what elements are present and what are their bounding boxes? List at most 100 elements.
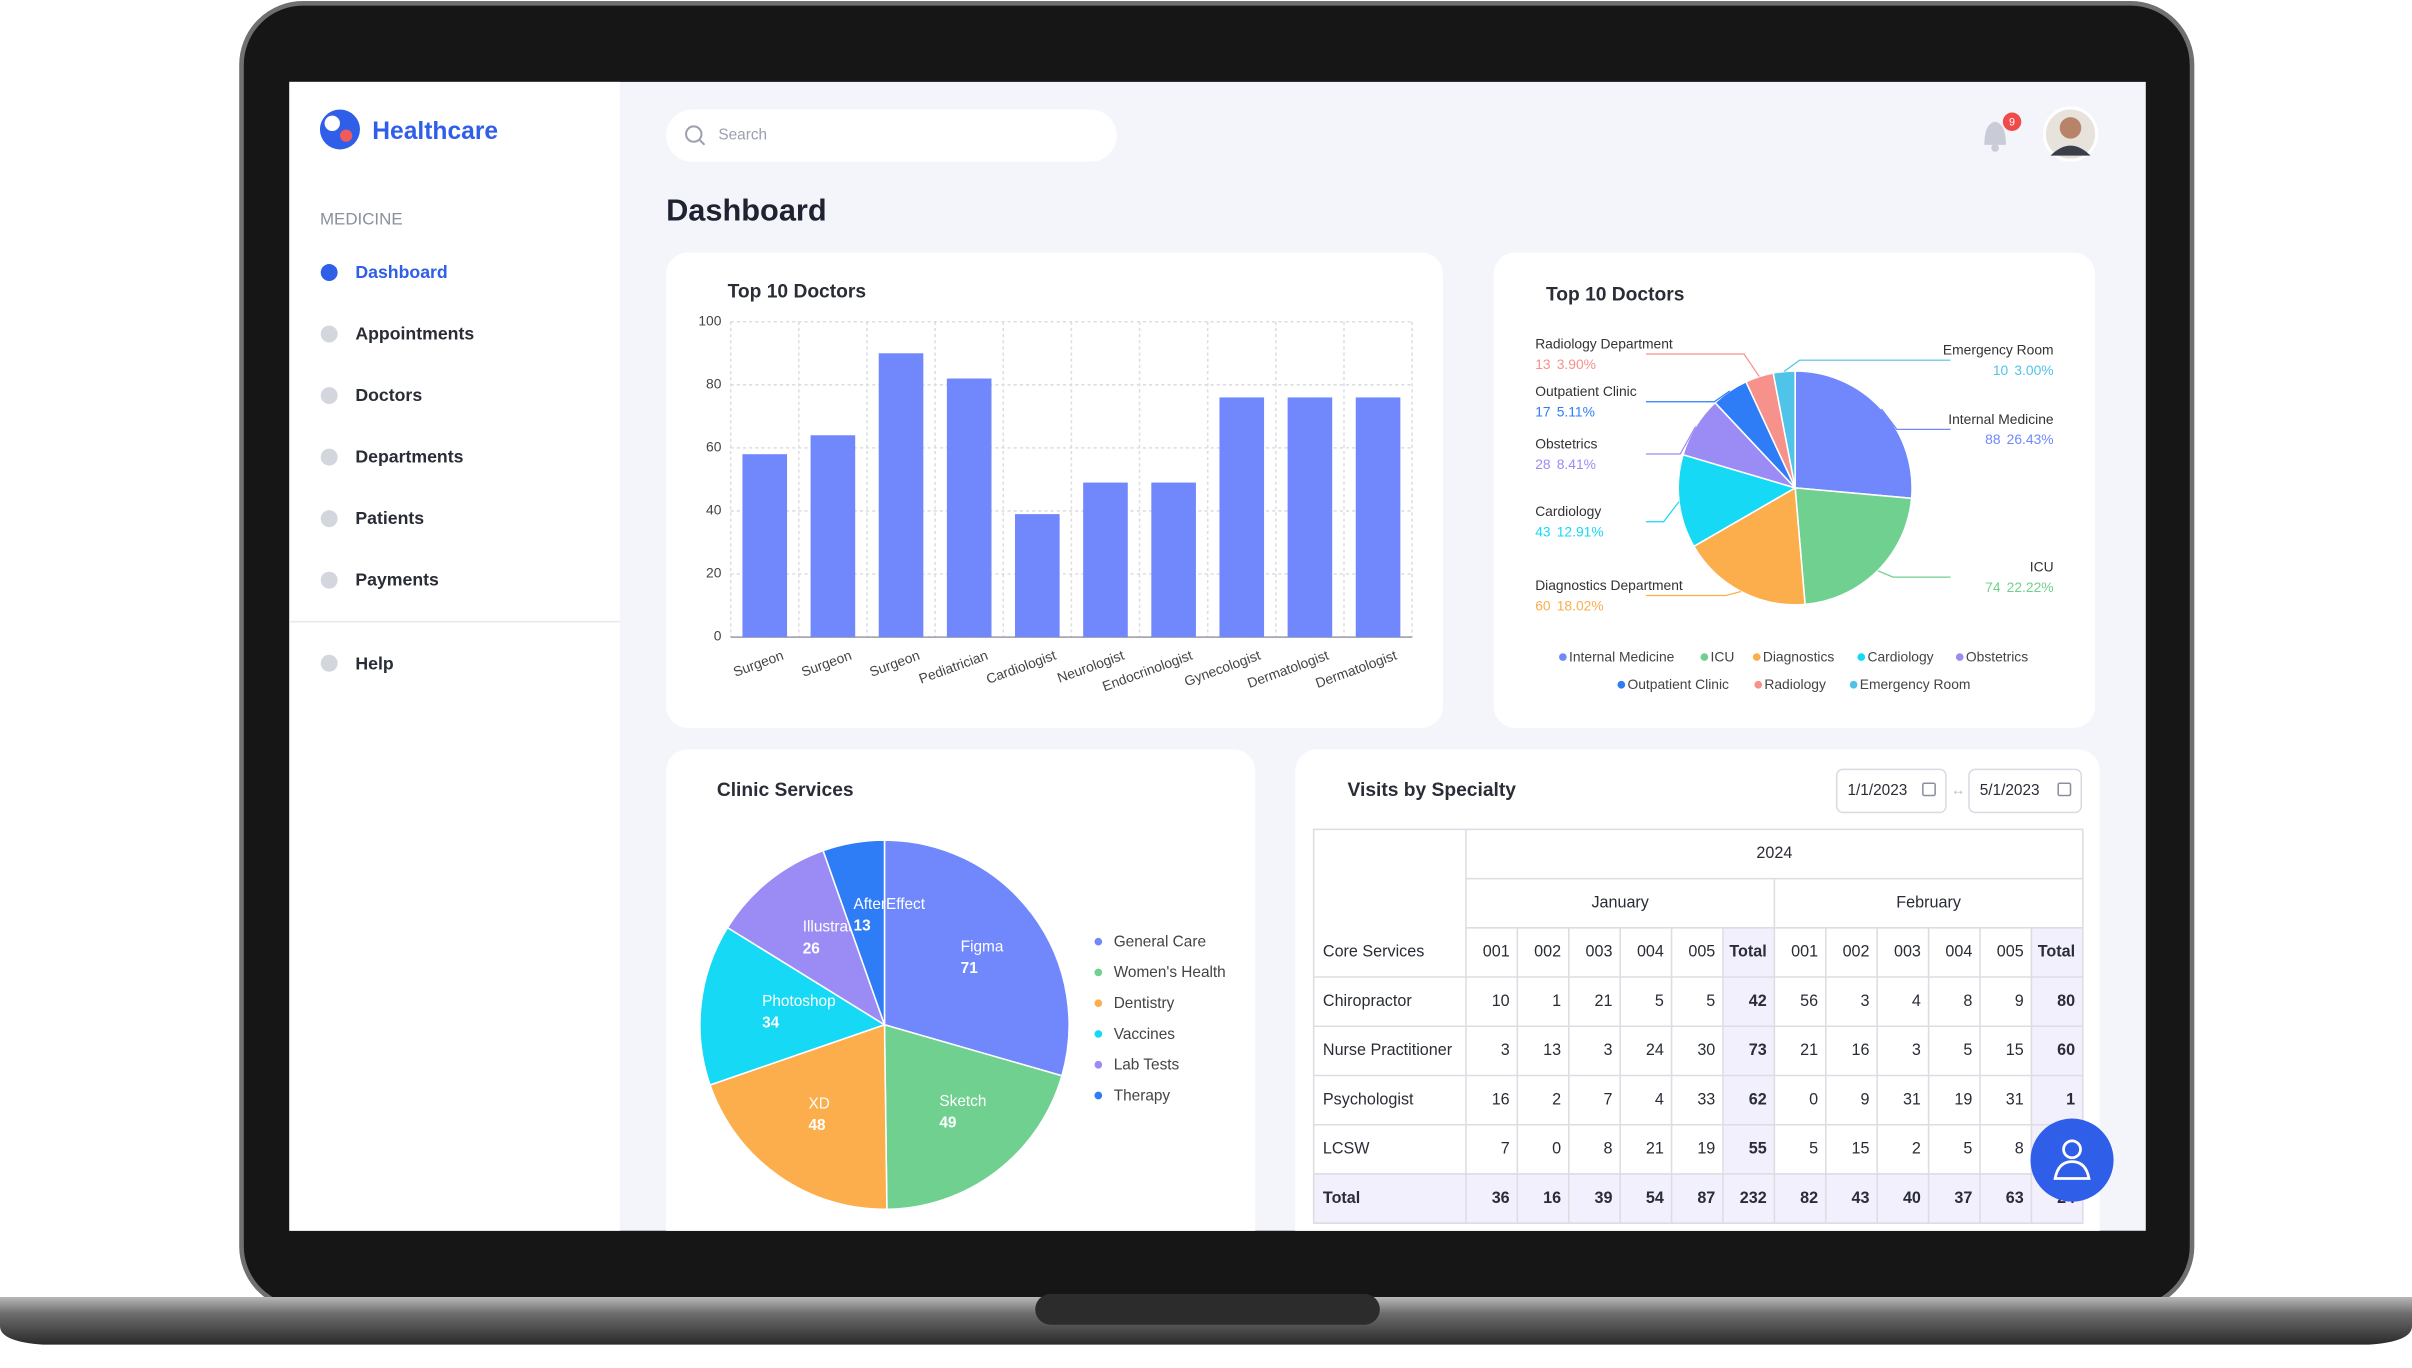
table-cell: 19 — [1697, 1140, 1715, 1158]
table-cell: 1 — [1552, 992, 1561, 1010]
callout-name: Internal Medicine — [1948, 411, 2054, 427]
table-cell: 0 — [1552, 1140, 1561, 1158]
month-header: January — [1591, 893, 1649, 911]
legend-label[interactable]: Outpatient Clinic — [1627, 676, 1729, 692]
leader-line — [1783, 359, 1951, 372]
pie-slice — [883, 1023, 1063, 1211]
leader-line — [1645, 590, 1742, 597]
date-input[interactable] — [1835, 768, 1947, 814]
table-cell: 5 — [1706, 992, 1715, 1010]
table-cell: 7 — [1604, 1090, 1613, 1108]
slice-label: Photoshop — [762, 993, 836, 1010]
calendar-icon — [1922, 782, 1936, 797]
nav-item[interactable]: Departments — [355, 447, 463, 467]
table-cell: 4 — [1655, 1090, 1664, 1108]
bar — [810, 435, 856, 638]
pie-slice — [699, 926, 887, 1086]
bar — [1083, 482, 1128, 638]
nav-item[interactable]: Doctors — [355, 385, 422, 405]
table-cell: 3 — [1501, 1041, 1510, 1059]
slice-value: 71 — [961, 960, 979, 977]
callout-value: 17 5.11% — [1535, 403, 1595, 419]
table-cell: 3 — [1912, 1041, 1921, 1059]
callout-percent: 12.91% — [1557, 523, 1604, 539]
callout-name: Outpatient Clinic — [1535, 383, 1637, 399]
table-cell: 42 — [1749, 992, 1767, 1010]
table-cell: 8 — [2015, 1140, 2024, 1158]
table-cell: 36 — [1492, 1189, 1510, 1207]
legend-swatch — [1752, 653, 1761, 661]
legend-label[interactable]: Emergency Room — [1860, 676, 1971, 692]
table-cell: 39 — [1595, 1189, 1613, 1207]
legend-swatch — [1094, 1091, 1103, 1100]
legend-label[interactable]: Lab Tests — [1114, 1057, 1180, 1074]
legend-swatch — [1857, 653, 1866, 661]
nav-item[interactable]: Payments — [355, 570, 439, 590]
slice-label: XD — [809, 1096, 830, 1113]
table-cell: 5 — [1963, 1140, 1972, 1158]
slice-value: 34 — [762, 1014, 780, 1031]
callout-name: ICU — [2030, 559, 2054, 575]
callout-percent: 26.43% — [2007, 431, 2054, 447]
table-cell: 24 — [1646, 1041, 1664, 1059]
pie-slice — [1692, 486, 1806, 606]
callout-count: 10 — [1993, 362, 2009, 378]
sidebar-nav: Dashboard Appointments Doctors Departments P… — [320, 262, 474, 590]
pie-slice — [1677, 453, 1798, 548]
callout-count: 74 — [1985, 579, 2001, 595]
legend-swatch — [1094, 968, 1103, 977]
table-cell: 31 — [2006, 1090, 2024, 1108]
row-name: Psychologist — [1323, 1090, 1414, 1108]
table-cell: 2 — [1912, 1140, 1921, 1158]
legend-swatch — [1094, 999, 1103, 1008]
column-header: 002 — [1534, 943, 1561, 961]
legend-label[interactable]: Diagnostics — [1763, 649, 1835, 665]
legend-label[interactable]: Vaccines — [1114, 1026, 1176, 1043]
legend-swatch — [1617, 680, 1626, 689]
help-link[interactable]: Help — [355, 653, 394, 673]
legend-label[interactable]: Radiology — [1764, 676, 1826, 692]
legend-swatch — [1094, 937, 1103, 946]
leader-line — [1645, 353, 1760, 377]
table-cell: 3 — [1861, 992, 1870, 1010]
search-placeholder: Search — [718, 127, 767, 144]
legend-label[interactable]: Therapy — [1114, 1087, 1171, 1104]
column-header: Total — [2038, 943, 2075, 961]
fab-icon — [2062, 1139, 2082, 1160]
table-cell: 232 — [1740, 1189, 1767, 1207]
nav-item[interactable]: Appointments — [355, 323, 474, 343]
column-header: 004 — [1637, 943, 1664, 961]
chart-title: Clinic Services — [717, 780, 854, 801]
date-input[interactable] — [1968, 768, 2083, 814]
card — [1295, 749, 2100, 1231]
legend-label[interactable]: Cardiology — [1867, 649, 1933, 665]
legend-swatch — [1094, 1030, 1103, 1038]
callout-value: 88 26.43% — [1985, 431, 2053, 447]
nav-item[interactable]: Dashboard — [355, 262, 447, 282]
legend-label[interactable]: ICU — [1711, 649, 1735, 665]
legend-label[interactable]: Dentistry — [1114, 995, 1175, 1012]
sidebar-section: MEDICINE — [320, 210, 403, 229]
floating-action-button[interactable] — [2030, 1118, 2114, 1202]
table-cell: 63 — [2006, 1189, 2024, 1207]
bar — [1015, 514, 1060, 638]
notification-bell[interactable] — [1984, 121, 2006, 145]
nav-item[interactable]: Patients — [355, 508, 424, 528]
legend-swatch — [1955, 653, 1964, 661]
legend-label[interactable]: Internal Medicine — [1569, 649, 1675, 665]
table-cell: 80 — [2057, 992, 2075, 1010]
legend-label[interactable]: General Care — [1114, 933, 1206, 950]
legend-label[interactable]: Women's Health — [1114, 964, 1226, 981]
pie-slice — [1772, 370, 1796, 489]
year-header: 2024 — [1756, 844, 1792, 862]
table-cell: 9 — [1861, 1090, 1870, 1108]
y-tick-label: 80 — [706, 375, 722, 391]
nav-icon — [320, 325, 338, 343]
pie-slice — [1794, 370, 1913, 500]
table-cell: 15 — [2006, 1041, 2024, 1059]
sidebar — [289, 81, 620, 1231]
legend-label[interactable]: Obstetrics — [1966, 649, 2028, 665]
search-box[interactable] — [666, 109, 1117, 162]
callout-name: Radiology Department — [1535, 335, 1673, 351]
